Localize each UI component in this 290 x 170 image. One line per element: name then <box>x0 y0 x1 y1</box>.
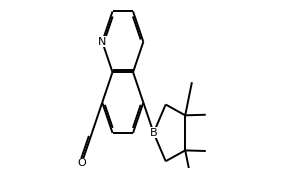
Text: B: B <box>150 128 157 138</box>
Text: O: O <box>77 158 86 168</box>
Text: N: N <box>98 37 106 47</box>
